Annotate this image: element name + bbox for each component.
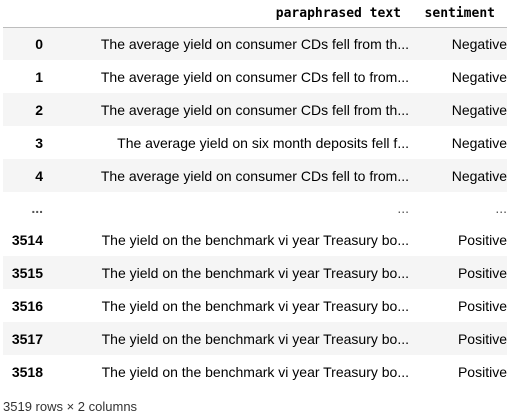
sentiment-ellipsis: ... [495, 199, 507, 216]
sentiment-cell: Negative [451, 134, 507, 151]
table-row: 3517 The yield on the benchmark vi year … [3, 322, 507, 355]
table-row: 2 The average yield on consumer CDs fell… [3, 93, 507, 126]
sentiment-cell: Positive [457, 330, 507, 347]
dataframe-shape-summary: 3519 rows × 2 columns [3, 399, 138, 414]
table-row: 3514 The yield on the benchmark vi year … [3, 223, 507, 256]
row-index: 0 [35, 35, 43, 52]
column-header-paraphrased-text: paraphrased text [43, 0, 409, 28]
header-row: paraphrased text sentiment [3, 0, 507, 28]
sentiment-cell: Negative [451, 68, 507, 85]
table-row: 3515 The yield on the benchmark vi year … [3, 256, 507, 289]
table-row: 4 The average yield on consumer CDs fell… [3, 159, 507, 192]
paraphrased-text-cell: The average yield on consumer CDs fell f… [100, 35, 409, 52]
table-row: 1 The average yield on consumer CDs fell… [3, 60, 507, 93]
sentiment-cell: Negative [451, 35, 507, 52]
sentiment-cell: Negative [451, 101, 507, 118]
sentiment-cell: Negative [451, 167, 507, 184]
sentiment-cell: Positive [457, 231, 507, 248]
paraphrased-text-cell: The yield on the benchmark vi year Treas… [101, 363, 409, 380]
row-index: 3518 [11, 363, 43, 380]
index-header [3, 0, 43, 28]
paraphrased-text-ellipsis: ... [397, 199, 409, 216]
paraphrased-text-cell: The average yield on six month deposits … [117, 134, 409, 151]
row-index: 3516 [11, 297, 43, 314]
sentiment-cell: Positive [457, 363, 507, 380]
table-row: 0 The average yield on consumer CDs fell… [3, 27, 507, 60]
row-index: 4 [35, 167, 43, 184]
table-row: 3518 The yield on the benchmark vi year … [3, 355, 507, 388]
paraphrased-text-cell: The yield on the benchmark vi year Treas… [101, 231, 409, 248]
row-index: 3515 [11, 264, 43, 281]
dataframe-table: paraphrased text sentiment 0 The average… [3, 0, 507, 388]
paraphrased-text-cell: The yield on the benchmark vi year Treas… [101, 297, 409, 314]
row-index: 3 [35, 134, 43, 151]
row-index: 1 [35, 68, 43, 85]
paraphrased-text-cell: The yield on the benchmark vi year Treas… [101, 264, 409, 281]
row-index-ellipsis: ... [31, 199, 43, 216]
sentiment-cell: Positive [457, 264, 507, 281]
row-index: 3514 [11, 231, 43, 248]
row-index: 2 [35, 101, 43, 118]
paraphrased-text-cell: The average yield on consumer CDs fell t… [100, 167, 409, 184]
paraphrased-text-cell: The average yield on consumer CDs fell t… [100, 68, 409, 85]
table-row: 3516 The yield on the benchmark vi year … [3, 289, 507, 322]
column-header-sentiment: sentiment [409, 0, 507, 28]
row-index: 3517 [11, 330, 43, 347]
ellipsis-row: ... ... ... [3, 192, 507, 223]
paraphrased-text-cell: The yield on the benchmark vi year Treas… [101, 330, 409, 347]
paraphrased-text-cell: The average yield on consumer CDs fell f… [100, 101, 409, 118]
table-body: 0 The average yield on consumer CDs fell… [3, 27, 507, 388]
table-row: 3 The average yield on six month deposit… [3, 126, 507, 159]
sentiment-cell: Positive [457, 297, 507, 314]
